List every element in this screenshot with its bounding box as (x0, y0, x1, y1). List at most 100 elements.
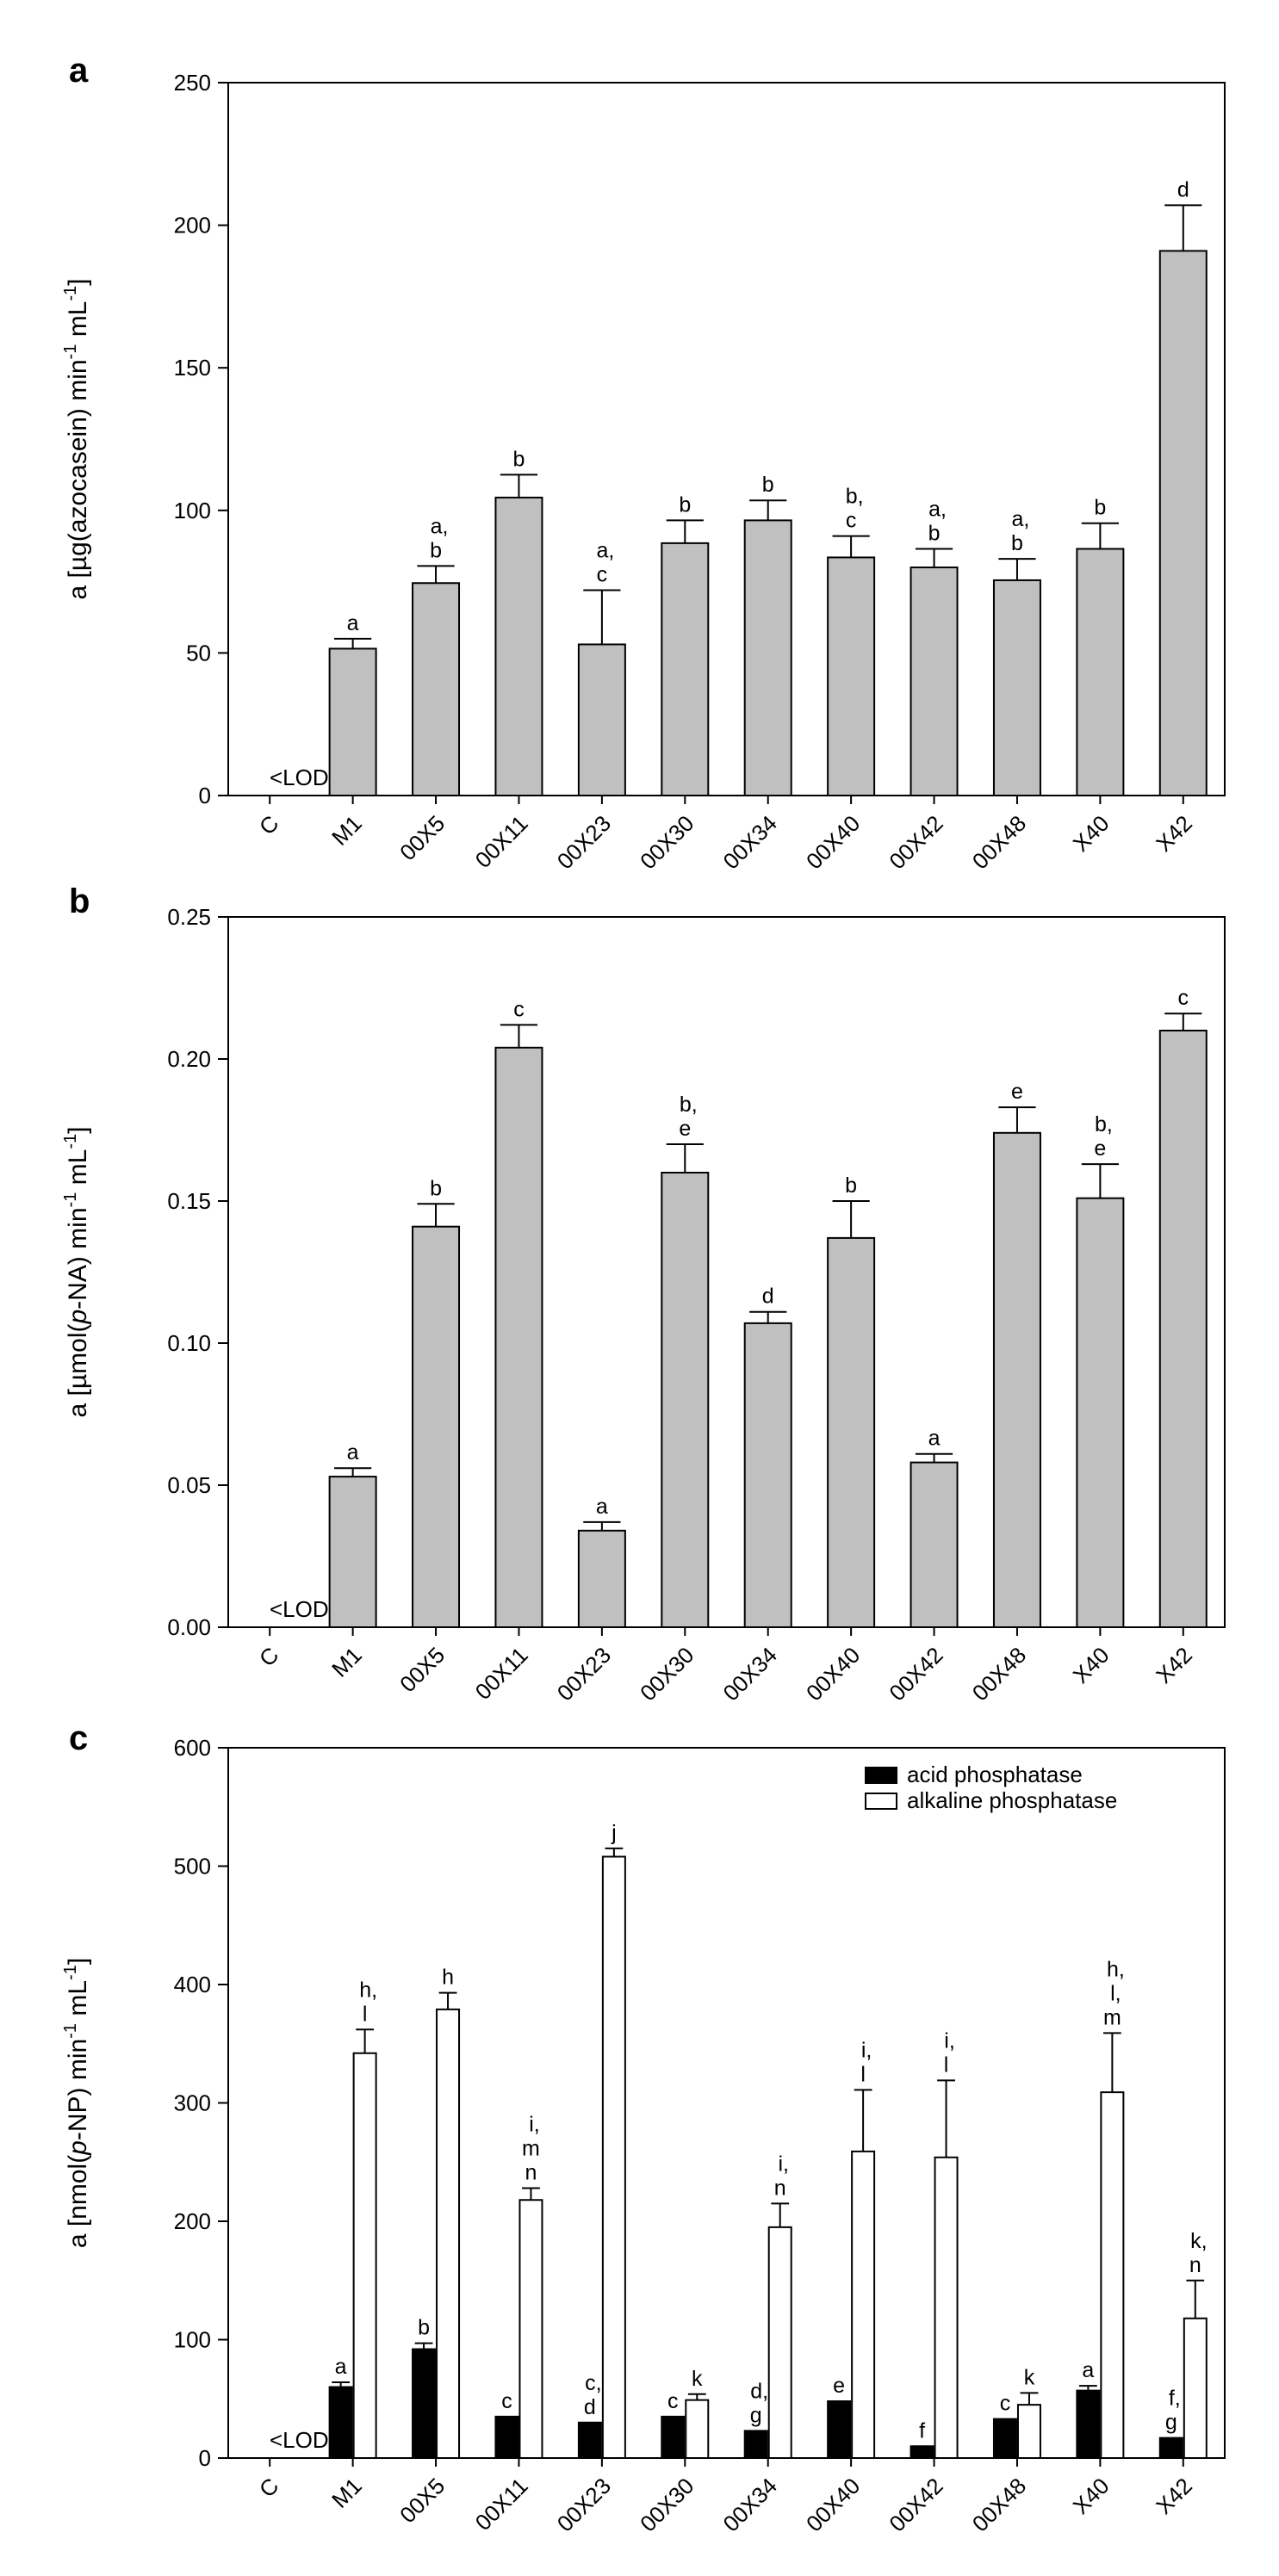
significance-label: e (1011, 1080, 1023, 1104)
bar-acid-phosphatase (743, 2430, 768, 2459)
significance-label: l (944, 2053, 949, 2077)
significance-label: h (442, 1966, 454, 1990)
y-axis-title-part: -1 (61, 344, 80, 360)
bar-activity (494, 496, 543, 796)
panel-letter: b (69, 882, 90, 920)
significance-label: c, (585, 2371, 601, 2395)
x-category-label: X40 (1068, 2473, 1114, 2519)
significance-label: b (430, 538, 442, 562)
bar-activity (328, 647, 377, 796)
y-axis-title-part: -NA) min (64, 1207, 92, 1309)
significance-label: k (1024, 2365, 1035, 2389)
significance-label: c (1000, 2392, 1011, 2416)
bar-activity (910, 567, 959, 796)
significance-label: b (845, 1173, 857, 1198)
x-category-label: X42 (1151, 810, 1197, 857)
bar-activity (577, 643, 626, 796)
significance-label: h, (359, 1978, 377, 2002)
x-category-label: 00X48 (967, 2473, 1031, 2536)
y-axis-title-part: a [nmol( (64, 2155, 92, 2248)
x-category-label: M1 (326, 810, 367, 851)
y-tick-label: 0 (199, 783, 211, 808)
chart-panel-c: c 0 100 200 300 400 500 600 C M1 00X5 00X11 00X23 00X… (61, 1719, 1226, 2536)
x-category-label: 00X11 (470, 810, 533, 873)
significance-label: e (833, 2374, 845, 2398)
significance-label: b (762, 473, 774, 497)
bar-activity (992, 579, 1041, 796)
x-category-label: 00X30 (635, 1642, 698, 1706)
significance-label: b, (680, 1093, 698, 1117)
plot-frame (227, 82, 1226, 796)
y-axis-title-part: ] (64, 1958, 92, 1965)
bar-alkaline-phosphatase (436, 2008, 461, 2459)
significance-label: c (501, 2389, 512, 2413)
bar-activity (1076, 1197, 1125, 1628)
x-category-label: 00X34 (718, 2473, 782, 2536)
significance-label: b (430, 1176, 442, 1200)
x-category-label: X42 (1151, 1642, 1197, 1688)
x-category-label: 00X23 (552, 1642, 616, 1706)
y-tick-label: 250 (174, 70, 211, 96)
significance-label: n (525, 2161, 537, 2185)
significance-label: h, (1107, 1957, 1125, 1981)
significance-label: b (928, 522, 941, 546)
x-category-label: M1 (326, 2473, 367, 2513)
x-category-label: 00X48 (967, 1642, 1031, 1706)
bar-activity (1158, 250, 1208, 796)
significance-label: a, (596, 539, 614, 563)
y-axis-title-part: -1 (61, 1134, 80, 1149)
significance-label: d (762, 1285, 774, 1309)
y-tick-label: 0.25 (167, 904, 211, 930)
bar-activity (661, 1172, 710, 1628)
x-category-label: M1 (326, 1642, 367, 1682)
bar-activity (1158, 1030, 1208, 1628)
x-category-label: 00X30 (635, 810, 698, 874)
bar-alkaline-phosphatase (352, 2052, 377, 2459)
panel-letter: a (69, 52, 89, 90)
significance-label: a (596, 1495, 608, 1519)
y-axis-title-part: p (64, 1310, 92, 1325)
bar-acid-phosphatase (412, 2348, 437, 2459)
significance-label: a (347, 611, 359, 635)
x-category-label: 00X34 (718, 1642, 782, 1706)
bar-activity (412, 582, 461, 796)
y-axis-title-part: -1 (61, 1965, 80, 1980)
x-category-label: 00X5 (394, 1642, 450, 1697)
y-axis-title-part: a [µmol( (64, 1324, 92, 1418)
bar-alkaline-phosphatase (685, 2399, 710, 2459)
significance-label: g (750, 2403, 762, 2427)
panel-letter: c (69, 1719, 88, 1757)
significance-label: c (667, 2389, 679, 2413)
significance-label: l (363, 2002, 368, 2026)
significance-label: b (513, 447, 525, 471)
significance-label: c (846, 509, 857, 533)
y-tick-label: 600 (174, 1735, 211, 1761)
y-axis-title-part: ] (64, 1127, 92, 1134)
significance-label: b, (846, 485, 864, 509)
significance-label: f (919, 2418, 925, 2443)
x-category-label: X40 (1068, 1642, 1114, 1688)
y-tick-label: 300 (174, 2090, 211, 2116)
bar-alkaline-phosphatase (934, 2156, 959, 2459)
significance-label: n (1189, 2253, 1201, 2277)
x-category-label: 00X40 (801, 810, 865, 874)
y-tick-label: 0.00 (167, 1614, 211, 1640)
bar-alkaline-phosphatase (851, 2150, 876, 2459)
x-category-label: C (254, 810, 283, 839)
y-tick-label: 150 (174, 355, 211, 381)
y-axis-title-part: -1 (61, 286, 80, 301)
x-category-label: 00X48 (967, 810, 1031, 874)
significance-label: a, (1012, 507, 1030, 531)
x-category-label: 00X42 (884, 1642, 947, 1706)
significance-label: a (335, 2355, 347, 2379)
legend-swatch (865, 1767, 897, 1784)
legend-label: alkaline phosphatase (907, 1787, 1117, 1813)
x-category-label: 00X23 (552, 2473, 616, 2536)
y-axis-title-part: mL (64, 1980, 92, 2023)
x-category-label: 00X42 (884, 810, 947, 874)
significance-label: i, (944, 2028, 955, 2053)
lod-label: <LOD (270, 765, 329, 790)
significance-label: c (513, 997, 525, 1021)
x-category-label: 00X42 (884, 2473, 947, 2536)
